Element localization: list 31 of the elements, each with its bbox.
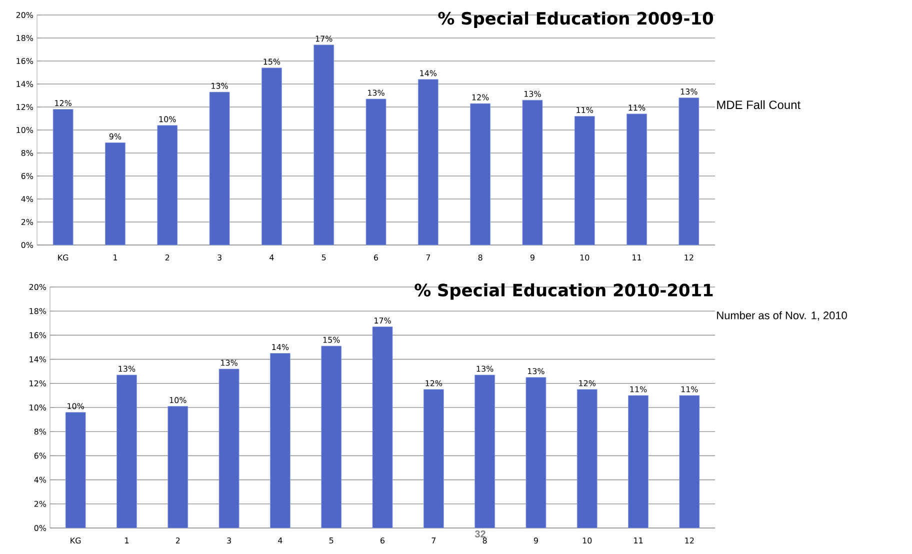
- text: Number as of Nov. 1, 2010: [717, 311, 847, 321]
- bar: [218, 368, 240, 528]
- bar: [366, 98, 386, 246]
- bar: [321, 346, 342, 528]
- bar: [314, 44, 334, 246]
- bar: [678, 98, 700, 246]
- bar: [526, 377, 546, 528]
- bar: [372, 326, 393, 528]
- chart-title: % Special Education 2010-2011: [414, 283, 713, 300]
- bar: [423, 389, 444, 528]
- bar: [270, 353, 290, 528]
- bar: [116, 374, 137, 528]
- bar: [628, 395, 648, 528]
- chart-title: % Special Education 2009-10: [438, 12, 714, 28]
- bar: [209, 92, 230, 246]
- bar: [574, 116, 595, 246]
- bar: [522, 100, 543, 246]
- bar: [65, 412, 86, 528]
- bar: [418, 79, 438, 246]
- bar: [679, 395, 700, 528]
- bar: [52, 109, 74, 246]
- bar: [626, 114, 647, 246]
- bar: [470, 103, 491, 246]
- text: MDE Fall Count: [717, 100, 800, 110]
- bar: [157, 125, 178, 246]
- bar: [261, 68, 282, 246]
- bar: [474, 374, 496, 528]
- bar: [105, 142, 126, 246]
- bar: [576, 389, 598, 528]
- text: 32: [474, 530, 486, 538]
- bar: [168, 406, 188, 528]
